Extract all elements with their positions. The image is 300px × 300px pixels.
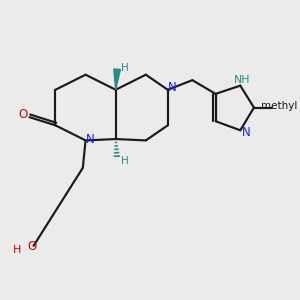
Text: N: N xyxy=(242,126,251,139)
Text: H: H xyxy=(121,63,128,73)
Text: N: N xyxy=(167,81,176,94)
Text: H: H xyxy=(12,245,21,255)
Text: NH: NH xyxy=(234,75,251,85)
Text: O: O xyxy=(18,109,27,122)
Text: H: H xyxy=(121,156,128,166)
Text: methyl: methyl xyxy=(261,101,298,111)
Text: N: N xyxy=(86,133,95,146)
Text: O: O xyxy=(28,240,37,253)
Polygon shape xyxy=(114,69,120,90)
